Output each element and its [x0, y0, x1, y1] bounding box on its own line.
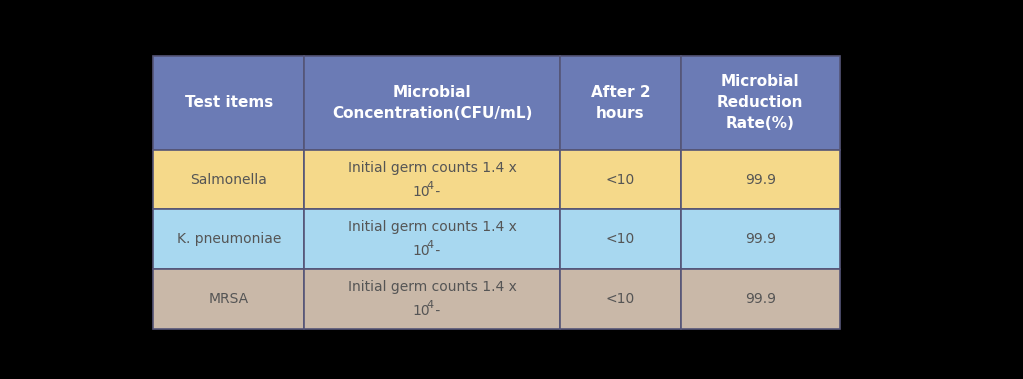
- Bar: [561, 210, 680, 269]
- Bar: [304, 150, 561, 210]
- Text: Initial germ counts 1.4 x: Initial germ counts 1.4 x: [348, 161, 517, 175]
- Text: Initial germ counts 1.4 x: Initial germ counts 1.4 x: [348, 280, 517, 294]
- Bar: [680, 150, 840, 210]
- Text: 10: 10: [412, 185, 430, 199]
- Text: <10: <10: [606, 292, 635, 306]
- Text: Microbial
Concentration(CFU/mL): Microbial Concentration(CFU/mL): [332, 85, 533, 121]
- Bar: [561, 150, 680, 210]
- Text: K. pneumoniae: K. pneumoniae: [177, 232, 281, 246]
- Bar: [561, 269, 680, 329]
- Text: 4: 4: [427, 240, 434, 250]
- Text: -: -: [431, 304, 440, 318]
- Bar: [153, 210, 304, 269]
- Text: After 2
hours: After 2 hours: [590, 85, 651, 121]
- Text: 4: 4: [427, 300, 434, 310]
- Text: <10: <10: [606, 232, 635, 246]
- Bar: [153, 56, 304, 150]
- Bar: [304, 269, 561, 329]
- Text: -: -: [431, 244, 440, 258]
- Text: 99.9: 99.9: [745, 232, 775, 246]
- Bar: [680, 210, 840, 269]
- Text: Initial germ counts 1.4 x: Initial germ counts 1.4 x: [348, 220, 517, 234]
- Text: 10: 10: [412, 304, 430, 318]
- Text: -: -: [431, 185, 440, 199]
- Text: 10: 10: [412, 244, 430, 258]
- Bar: [561, 56, 680, 150]
- Bar: [304, 210, 561, 269]
- Text: Microbial
Reduction
Rate(%): Microbial Reduction Rate(%): [717, 74, 803, 131]
- Bar: [153, 269, 304, 329]
- Text: Salmonella: Salmonella: [190, 172, 267, 186]
- Text: MRSA: MRSA: [209, 292, 249, 306]
- Text: 4: 4: [427, 180, 434, 191]
- Bar: [153, 150, 304, 210]
- Bar: [680, 56, 840, 150]
- Text: 99.9: 99.9: [745, 172, 775, 186]
- Text: 99.9: 99.9: [745, 292, 775, 306]
- Text: <10: <10: [606, 172, 635, 186]
- Bar: [680, 269, 840, 329]
- Text: Test items: Test items: [184, 95, 273, 110]
- Bar: [304, 56, 561, 150]
